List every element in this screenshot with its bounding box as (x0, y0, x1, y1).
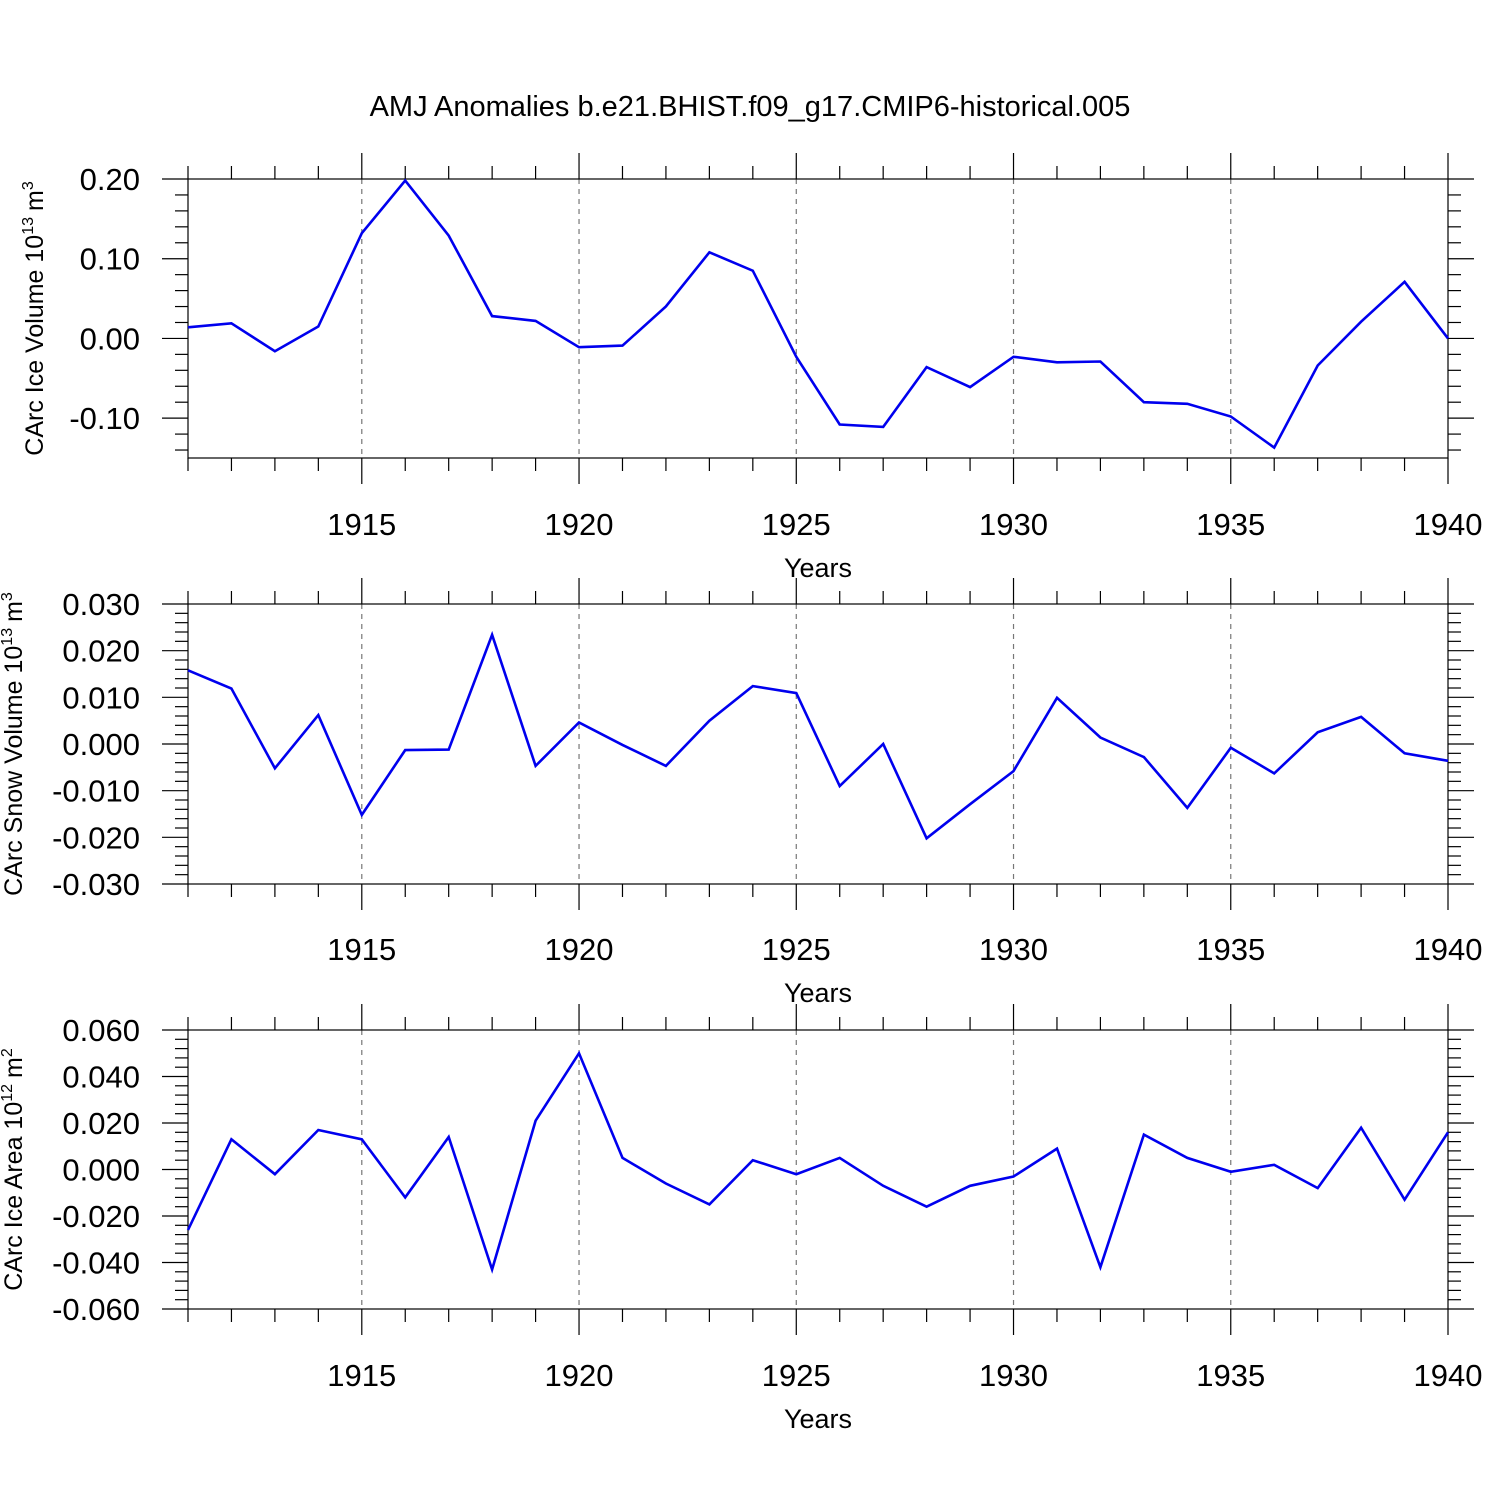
y-tick-label: 0.040 (62, 1060, 140, 1095)
x-axis-label: Years (784, 553, 852, 583)
y-tick-label: -0.040 (52, 1246, 140, 1281)
x-tick-label: 1925 (762, 932, 831, 967)
y-tick-label: 0.20 (80, 162, 140, 197)
figure-title: AMJ Anomalies b.e21.BHIST.f09_g17.CMIP6-… (370, 91, 1131, 123)
panel-2: -0.030 -0.020 -0.010 0.000 0.010 0.020 0.030 19… (0, 578, 1482, 1008)
y-tick-label: 0.020 (62, 1106, 140, 1141)
y-tick-label: 0.10 (80, 242, 140, 277)
panel-3: -0.060 -0.040 -0.020 0.000 0.020 0.040 0.060 19… (0, 1004, 1482, 1434)
y-tick-label: 0.00 (80, 321, 140, 356)
y-axis-label: CArc Ice Volume 1013m3 (20, 181, 49, 456)
x-tick-label: 1940 (1414, 932, 1483, 967)
x-tick-label: 1940 (1414, 1358, 1483, 1393)
y-axis-label: CArc Snow Volume 1013m3 (0, 592, 28, 896)
y-tick-label: 0.000 (62, 727, 140, 762)
x-tick-label: 1935 (1196, 507, 1265, 542)
panel-1: -0.10 0.00 0.10 0.20 1915 1920 1925 1930 1935 194… (20, 153, 1482, 583)
plot-frame (187, 1029, 1449, 1310)
x-tick-label: 1930 (979, 507, 1048, 542)
x-tick-label: 1915 (327, 1358, 396, 1393)
x-tick-label: 1915 (327, 507, 396, 542)
x-tick-label: 1915 (327, 932, 396, 967)
plot-frame (187, 178, 1449, 459)
y-tick-label: 0.000 (62, 1153, 140, 1188)
x-tick-label: 1930 (979, 1358, 1048, 1393)
y-axis-label: CArc Ice Area 1012m2 (0, 1048, 28, 1291)
x-tick-label: 1935 (1196, 1358, 1265, 1393)
x-axis-label: Years (784, 978, 852, 1008)
x-tick-label: 1920 (545, 507, 614, 542)
x-tick-label: 1930 (979, 932, 1048, 967)
x-tick-label: 1925 (762, 1358, 831, 1393)
y-tick-label: -0.020 (52, 820, 140, 855)
y-tick-label: 0.030 (62, 587, 140, 622)
y-tick-label: -0.030 (52, 867, 140, 902)
y-tick-label: -0.020 (52, 1199, 140, 1234)
x-tick-label: 1940 (1414, 507, 1483, 542)
y-tick-label: -0.10 (69, 401, 140, 436)
x-tick-label: 1920 (545, 1358, 614, 1393)
y-tick-label: 0.020 (62, 634, 140, 669)
x-axis-label: Years (784, 1404, 852, 1434)
y-tick-label: -0.010 (52, 774, 140, 809)
chart-panels: -0.10 0.00 0.10 0.20 1915 1920 1925 1930 1935 194… (0, 153, 1482, 1434)
x-tick-label: 1935 (1196, 932, 1265, 967)
y-tick-label: 0.060 (62, 1013, 140, 1048)
series-line (187, 178, 1450, 450)
series-line (186, 1050, 1450, 1274)
plot-frame (187, 603, 1449, 885)
series-line (187, 630, 1449, 841)
x-tick-label: 1925 (762, 507, 831, 542)
y-tick-label: -0.060 (52, 1292, 140, 1327)
y-tick-label: 0.010 (62, 680, 140, 715)
x-tick-label: 1920 (545, 932, 614, 967)
